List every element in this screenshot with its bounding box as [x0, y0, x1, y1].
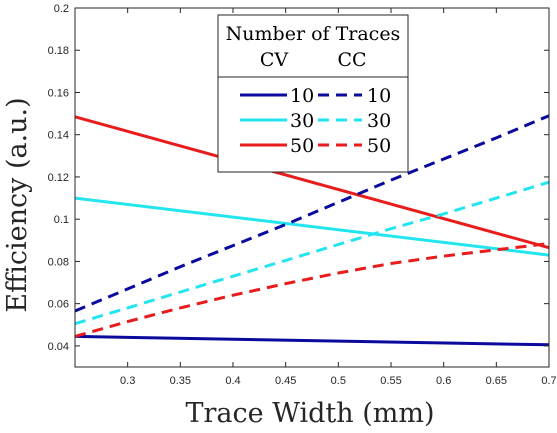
x-tick-label: 0.35: [170, 375, 191, 387]
series-line-cv-50: [74, 115, 550, 250]
x-tick-label: 0.6: [436, 375, 451, 387]
y-tick-label: 0.12: [48, 172, 69, 184]
series-line-cc-30: [74, 180, 550, 326]
y-tick-label: 0.18: [48, 45, 69, 57]
x-tick-label: 0.5: [331, 375, 346, 387]
legend-rows: 10 10 30 30 50 50: [240, 85, 391, 157]
x-tick-label: 0.4: [225, 375, 240, 387]
y-tick-label: 0.14: [48, 130, 69, 142]
legend: Number of Traces CV CC 10 10 30 30 50 50: [217, 14, 409, 173]
legend-label-cc-50: 50: [367, 135, 391, 157]
series-line-cc-50: [74, 242, 550, 338]
legend-label-cv-30: 30: [290, 110, 314, 132]
y-tick-label: 0.1: [54, 214, 69, 226]
y-tick-label: 0.04: [48, 341, 69, 353]
plot-area: [74, 114, 550, 347]
legend-label-cc-10: 10: [367, 85, 391, 107]
y-tick-label: 0.2: [54, 3, 69, 15]
axes-frame: [74, 7, 550, 368]
x-tick-label: 0.45: [275, 375, 296, 387]
series-line-cc-10: [74, 114, 550, 313]
y-axis-label: Efficiency (a.u.): [2, 97, 33, 312]
legend-label-cv-50: 50: [290, 135, 314, 157]
y-tick-label: 0.16: [48, 87, 69, 99]
x-tick-label: 0.7: [541, 375, 556, 387]
axes: 0.3 0.35 0.4 0.45 0.5 0.55 0.6 0.65 0.7 0.04 0.06 0…: [48, 3, 557, 387]
series-line-cv-10: [74, 334, 550, 347]
x-tick-label: 0.3: [120, 375, 135, 387]
x-tick-label: 0.55: [380, 375, 401, 387]
legend-title: Number of Traces: [226, 23, 401, 45]
y-tick-label: 0.06: [48, 299, 69, 311]
y-tick-label: 0.08: [48, 256, 69, 268]
legend-header-cv: CV: [260, 49, 289, 71]
legend-label-cv-10: 10: [290, 85, 314, 107]
x-tick-label: 0.65: [486, 375, 507, 387]
series-line-cv-30: [74, 196, 550, 257]
legend-header-cc: CC: [337, 49, 366, 71]
x-axis-label: Trace Width (mm): [186, 398, 435, 429]
legend-label-cc-30: 30: [367, 110, 391, 132]
